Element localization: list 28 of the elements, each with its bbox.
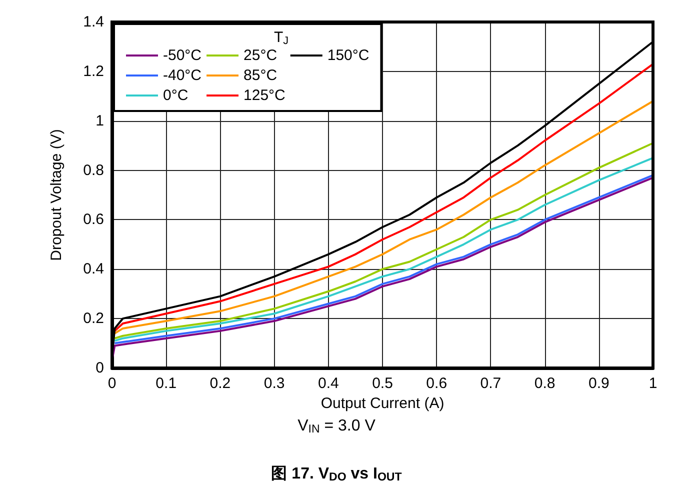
legend-label: -40°C bbox=[163, 67, 202, 84]
x-tick-label: 1 bbox=[648, 375, 658, 392]
legend-label: 25°C bbox=[244, 47, 278, 64]
y-tick-label: 0 bbox=[96, 360, 104, 376]
legend-label: 0°C bbox=[163, 87, 188, 104]
x-tick-label: 0.3 bbox=[264, 375, 285, 392]
legend-label: -50°C bbox=[163, 47, 202, 64]
y-tick-label: 1.2 bbox=[83, 62, 104, 80]
legend-label: 150°C bbox=[327, 47, 370, 64]
x-axis-title: Output Current (A) bbox=[320, 394, 444, 412]
y-tick-label: 0.2 bbox=[83, 310, 104, 328]
x-tick-label: 0.6 bbox=[426, 375, 448, 392]
y-axis-title: Dropout Voltage (V) bbox=[48, 129, 65, 261]
y-tick-label: 1 bbox=[96, 112, 104, 130]
x-tick-label: 0.7 bbox=[480, 375, 502, 392]
legend-label: 125°C bbox=[244, 87, 286, 104]
legend-label: 85°C bbox=[244, 67, 278, 84]
x-tick-label: 0 bbox=[108, 375, 116, 392]
y-tick-label: 0.6 bbox=[83, 211, 104, 228]
x-tick-label: 0.8 bbox=[534, 375, 556, 392]
x-tick-label: 0.4 bbox=[318, 375, 339, 392]
x-tick-label: 0.5 bbox=[372, 375, 393, 392]
x-tick-label: 0.1 bbox=[156, 375, 177, 392]
y-tick-label: 1.4 bbox=[83, 14, 104, 30]
x-tick-label: 0.2 bbox=[210, 375, 231, 392]
y-tick-label: 0.8 bbox=[83, 162, 104, 179]
x-tick-label: 0.9 bbox=[588, 375, 610, 392]
y-tick-label: 0.4 bbox=[83, 260, 104, 278]
